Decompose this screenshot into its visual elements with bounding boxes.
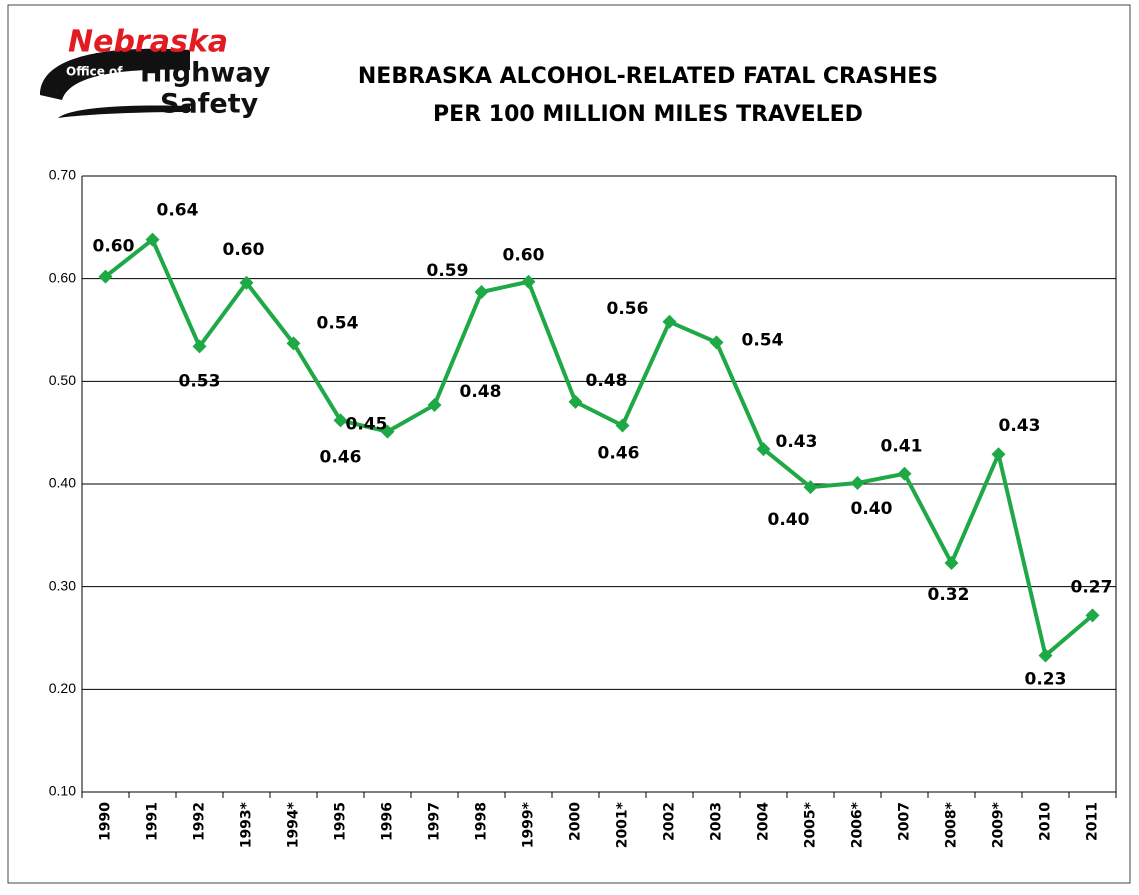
marker — [192, 339, 207, 354]
marker — [333, 413, 348, 428]
line — [104, 237, 1094, 658]
marker — [756, 442, 771, 457]
data-label: 0.48 — [460, 382, 502, 402]
data-label: 0.23 — [1025, 669, 1067, 689]
x-tick-label: 2010 — [1038, 802, 1054, 841]
y-tick-label: 0.20 — [49, 680, 76, 696]
x-tick-label: 1990 — [98, 802, 114, 841]
chart-title: PER 100 MILLION MILES TRAVELED — [433, 102, 863, 127]
x-tick-label: 1997 — [427, 802, 443, 841]
marker — [145, 232, 160, 247]
x-tick-label: 2001* — [615, 801, 631, 848]
marker — [897, 466, 912, 481]
marker — [474, 285, 489, 300]
x-tick-label: 2000 — [568, 802, 584, 841]
x-tick-label: 2005* — [803, 801, 819, 848]
logo-swoosh — [40, 48, 190, 100]
data-label: 0.53 — [179, 371, 221, 391]
marker — [803, 480, 818, 495]
x-tick-label: 1999* — [521, 801, 537, 848]
x-tick-label: 2008* — [944, 801, 960, 848]
data-label: 0.60 — [223, 240, 265, 260]
data-label: 0.56 — [607, 299, 649, 319]
x-tick-label: 1996 — [380, 802, 396, 841]
y-tick-label: 0.40 — [49, 475, 76, 491]
data-label: 0.64 — [157, 201, 199, 221]
data-label: 0.43 — [999, 416, 1041, 436]
x-tick-label: 1993* — [239, 801, 255, 848]
marker — [709, 335, 724, 350]
data-label: 0.40 — [768, 510, 810, 530]
data-label: 0.32 — [928, 585, 970, 605]
marker — [568, 394, 583, 409]
marker — [239, 275, 254, 290]
x-tick-label: 2009* — [991, 801, 1007, 848]
marker — [944, 556, 959, 571]
marker — [521, 274, 536, 289]
y-tick-label: 0.10 — [49, 783, 76, 799]
x-tick-label: 1992 — [192, 802, 208, 841]
y-tick-label: 0.70 — [49, 167, 76, 183]
marker — [991, 447, 1006, 462]
data-label: 0.40 — [851, 499, 893, 519]
x-tick-label: 1995 — [333, 802, 349, 841]
logo: Nebraska Office of Highway Safety — [40, 25, 271, 120]
data-label: 0.41 — [881, 437, 923, 457]
marker — [615, 418, 630, 433]
logo-text: Highway — [140, 58, 271, 89]
data-label: 0.43 — [776, 432, 818, 452]
y-tick-label: 0.60 — [49, 269, 76, 285]
data-label: 0.60 — [93, 237, 135, 257]
marker — [1038, 648, 1053, 663]
x-tick-label: 1991 — [145, 802, 161, 841]
logo-text: Safety — [160, 89, 259, 120]
data-label: 0.27 — [1071, 577, 1113, 597]
frame — [7, 4, 1131, 884]
data-label: 0.54 — [742, 330, 784, 350]
data-label: 0.60 — [503, 246, 545, 266]
marker — [850, 475, 865, 490]
x-tick-label: 1998 — [474, 802, 490, 841]
x-tick-label: 2007 — [897, 802, 913, 841]
data-label: 0.59 — [427, 261, 469, 281]
marker — [98, 269, 113, 284]
logo-text: Office of — [66, 65, 123, 79]
y-tick-label: 0.30 — [49, 577, 76, 593]
data-label: 0.54 — [317, 313, 359, 333]
x-tick-label: 2004 — [756, 802, 772, 841]
marker — [286, 336, 301, 351]
x-tick-label: 1994* — [286, 801, 302, 848]
x-tick-label: 2006* — [850, 801, 866, 848]
chart-title: NEBRASKA ALCOHOL-RELATED FATAL CRASHES — [358, 64, 938, 89]
logo-swoosh — [58, 105, 190, 118]
data-label: 0.46 — [598, 443, 640, 463]
marker — [662, 314, 677, 329]
marker — [1085, 608, 1100, 623]
x-tick-label: 2003 — [709, 802, 725, 841]
logo-text: Nebraska — [68, 25, 228, 60]
data-label: 0.45 — [346, 415, 388, 435]
data-label: 0.46 — [320, 447, 362, 467]
x-tick-label: 2011 — [1085, 802, 1101, 841]
x-tick-label: 2002 — [662, 802, 678, 841]
data-label: 0.48 — [586, 371, 628, 391]
marker — [427, 397, 442, 412]
y-tick-label: 0.50 — [49, 372, 76, 388]
marker — [380, 424, 395, 439]
